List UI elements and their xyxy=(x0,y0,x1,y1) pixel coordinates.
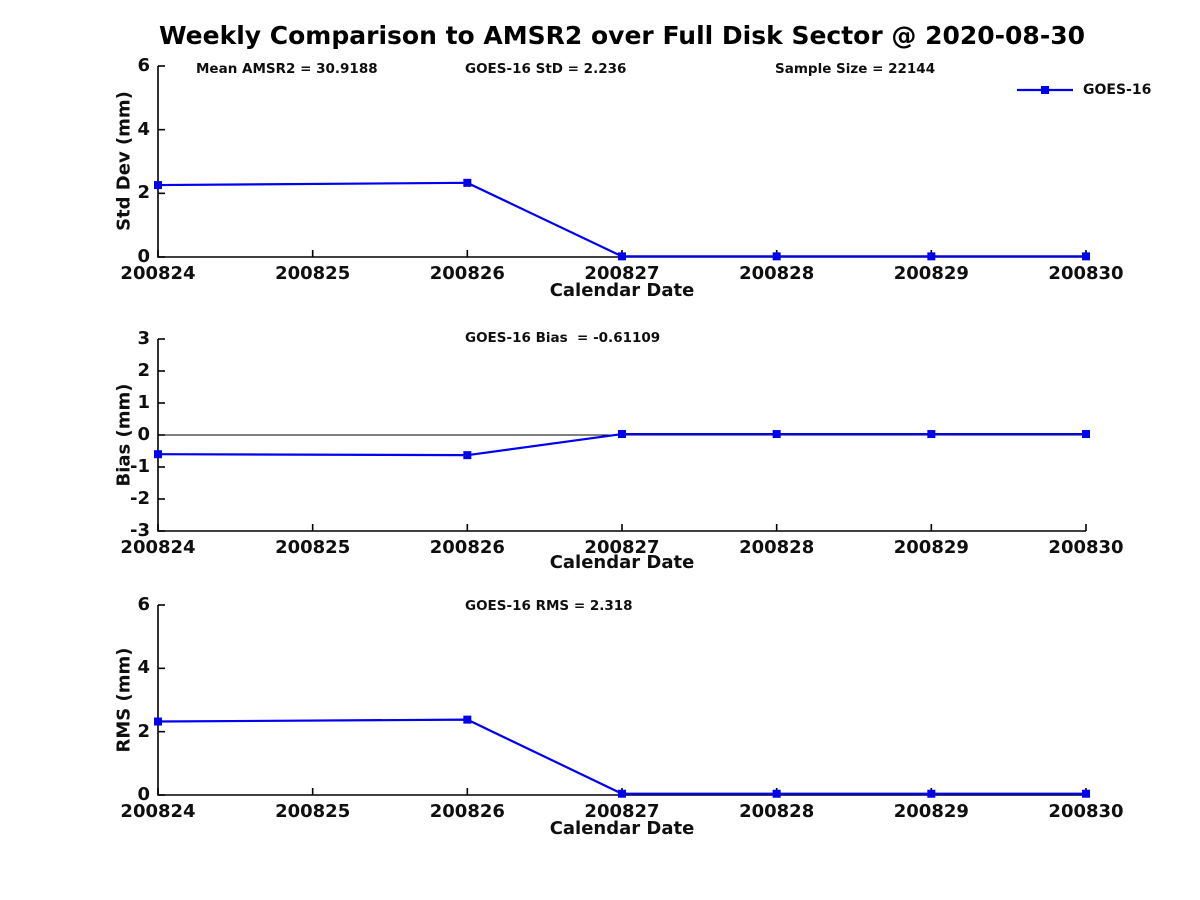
x-tick-label: 200826 xyxy=(429,537,505,558)
x-tick-label: 200827 xyxy=(584,263,660,284)
y-tick-label: 6 xyxy=(137,55,150,76)
x-tick-label: 200824 xyxy=(120,537,196,558)
x-tick-label: 200830 xyxy=(1048,263,1124,284)
y-tick-label: 4 xyxy=(137,118,150,140)
y-tick-label: 0 xyxy=(137,246,150,267)
y-tick-label: 6 xyxy=(137,594,150,615)
y-tick-label: 2 xyxy=(137,182,150,204)
annotation-goes16-rms: GOES-16 RMS = 2.318 xyxy=(465,598,633,614)
y-tick-label: 3 xyxy=(137,328,150,349)
annotation-goes16-std: GOES-16 StD = 2.236 xyxy=(465,61,627,77)
figure-title: Weekly Comparison to AMSR2 over Full Dis… xyxy=(158,21,1085,50)
x-tick-label: 200830 xyxy=(1048,537,1124,558)
x-tick-label: 200828 xyxy=(739,263,815,284)
x-tick-label: 200829 xyxy=(893,801,969,822)
x-tick-label: 200828 xyxy=(739,801,815,822)
x-tick-label: 200829 xyxy=(893,537,969,558)
x-tick-label: 200829 xyxy=(893,263,969,284)
annotation-mean-amsr2: Mean AMSR2 = 30.9188 xyxy=(196,61,378,77)
x-tick-label: 200825 xyxy=(275,263,351,284)
y-tick-label: 2 xyxy=(137,720,150,742)
x-tick-label: 200825 xyxy=(275,801,351,822)
x-tick-label: 200824 xyxy=(120,263,196,284)
legend-label: GOES-16 xyxy=(1083,82,1152,98)
y-tick-label: 1 xyxy=(137,392,150,413)
y-tick-label: -2 xyxy=(130,488,150,509)
annotation-goes16-bias: GOES-16 Bias = -0.61109 xyxy=(465,330,661,346)
x-tick-label: 200827 xyxy=(584,537,660,558)
y-tick-label: 0 xyxy=(137,424,150,445)
x-tick-label: 200828 xyxy=(739,537,815,558)
x-tick-label: 200827 xyxy=(584,801,660,822)
y-tick-label: 2 xyxy=(137,360,150,381)
x-tick-label: 200830 xyxy=(1048,801,1124,822)
y-tick-label: 0 xyxy=(137,784,150,805)
annotation-sample-size: Sample Size = 22144 xyxy=(775,61,936,77)
y-tick-label: -1 xyxy=(130,456,150,477)
legend: GOES-16 xyxy=(1016,81,1151,99)
xlabel-calendar-date-1: Calendar Date xyxy=(549,280,695,301)
y-tick-label: 4 xyxy=(137,657,150,679)
x-tick-label: 200826 xyxy=(429,263,505,284)
xlabel-calendar-date-3: Calendar Date xyxy=(549,818,695,839)
x-tick-label: 200824 xyxy=(120,801,196,822)
x-tick-label: 200826 xyxy=(429,801,505,822)
y-tick-label: -3 xyxy=(130,520,150,541)
x-tick-label: 200825 xyxy=(275,537,351,558)
legend-line-icon xyxy=(1017,86,1073,94)
xlabel-calendar-date-2: Calendar Date xyxy=(549,552,695,573)
